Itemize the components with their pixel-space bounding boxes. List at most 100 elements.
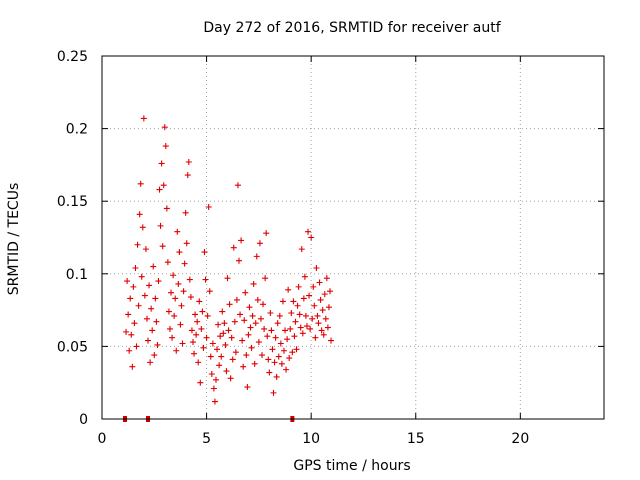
data-point	[236, 257, 243, 264]
data-point	[300, 295, 307, 302]
data-point	[256, 240, 263, 247]
data-point	[239, 337, 246, 344]
data-point	[163, 205, 170, 212]
data-point	[192, 311, 199, 318]
data-point	[137, 180, 144, 187]
data-point	[298, 246, 305, 253]
data-point	[285, 286, 292, 293]
data-point	[289, 349, 296, 356]
data-point	[173, 347, 180, 354]
data-point	[221, 320, 228, 327]
data-point	[237, 311, 244, 318]
data-point	[310, 283, 317, 290]
data-point	[205, 204, 212, 211]
data-point	[210, 385, 217, 392]
data-point	[291, 333, 298, 340]
data-point	[248, 344, 255, 351]
data-point	[272, 334, 279, 341]
data-point	[141, 292, 148, 299]
data-point	[292, 318, 299, 325]
data-point	[244, 384, 251, 391]
data-point	[279, 298, 286, 305]
data-point	[214, 346, 221, 353]
data-point	[145, 337, 152, 344]
data-point	[207, 353, 214, 360]
data-point	[195, 359, 202, 366]
data-point	[212, 376, 219, 383]
data-point	[276, 312, 283, 319]
data-point	[257, 315, 264, 322]
x-tick-label: 0	[98, 431, 107, 447]
data-point	[243, 352, 250, 359]
data-point	[252, 320, 259, 327]
data-point	[154, 341, 161, 348]
data-point	[242, 289, 249, 296]
data-point	[282, 327, 289, 334]
data-point	[308, 234, 315, 241]
data-point	[174, 228, 181, 235]
data-point	[146, 282, 153, 289]
data-point	[288, 310, 295, 317]
data-point	[299, 330, 306, 337]
y-tick-label: 0.15	[57, 194, 88, 210]
data-point	[168, 289, 175, 296]
data-point	[318, 327, 325, 334]
data-point	[133, 343, 140, 350]
data-point	[148, 305, 155, 312]
data-point	[136, 211, 143, 218]
y-tick-label: 0.05	[57, 339, 88, 355]
data-point	[140, 115, 147, 122]
data-point	[290, 298, 297, 305]
data-point	[324, 324, 331, 331]
data-point	[153, 318, 160, 325]
data-point	[307, 325, 314, 332]
axis-ticks: 0 5 10 15 20 0 0.05 0.1 0.15 0.2 0.25	[57, 49, 604, 447]
data-point	[263, 230, 270, 237]
data-point	[273, 373, 280, 380]
data-point	[224, 275, 231, 282]
data-point	[193, 331, 200, 338]
data-point	[186, 276, 193, 283]
data-point	[232, 349, 239, 356]
y-axis-label: SRMTID / TECUs	[6, 183, 22, 296]
y-tick-label: 0.1	[66, 267, 88, 283]
data-point	[219, 308, 226, 315]
data-point	[230, 244, 237, 251]
data-point	[183, 240, 190, 247]
data-point	[204, 312, 211, 319]
chart-title: Day 272 of 2016, SRMTID for receiver aut…	[203, 20, 501, 36]
data-point	[171, 312, 178, 319]
data-point	[229, 356, 236, 363]
data-point	[149, 327, 156, 334]
y-tick-label: 0	[79, 412, 88, 428]
data-point	[265, 356, 272, 363]
data-point	[203, 334, 210, 341]
data-point	[319, 307, 326, 314]
data-point	[180, 288, 187, 295]
data-point	[143, 315, 150, 322]
data-point	[175, 280, 182, 287]
data-point	[315, 320, 322, 327]
data-point	[215, 321, 222, 328]
data-point	[240, 363, 247, 370]
data-point	[217, 333, 224, 340]
data-point	[328, 337, 335, 344]
data-point	[150, 263, 157, 270]
data-point	[323, 275, 330, 282]
data-point	[191, 350, 198, 357]
y-tick-label: 0.2	[66, 122, 88, 138]
data-point	[184, 172, 191, 179]
data-point	[158, 160, 165, 167]
data-point	[270, 389, 277, 396]
data-point	[138, 273, 145, 280]
data-point	[309, 315, 316, 322]
data-point	[326, 288, 333, 295]
data-point	[253, 253, 260, 260]
data-point	[197, 379, 204, 386]
data-point	[314, 312, 321, 319]
data-point	[225, 327, 232, 334]
data-point	[286, 355, 293, 362]
data-point	[187, 294, 194, 301]
data-point	[218, 353, 225, 360]
data-point	[194, 318, 201, 325]
